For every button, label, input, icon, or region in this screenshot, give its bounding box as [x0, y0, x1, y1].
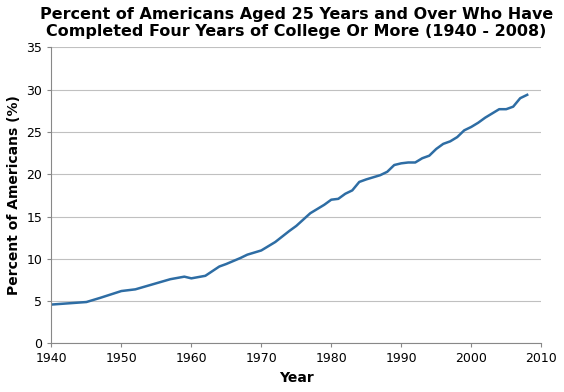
Title: Percent of Americans Aged 25 Years and Over Who Have
Completed Four Years of Col: Percent of Americans Aged 25 Years and O…: [39, 7, 553, 39]
Y-axis label: Percent of Americans (%): Percent of Americans (%): [7, 96, 21, 296]
X-axis label: Year: Year: [279, 371, 314, 385]
